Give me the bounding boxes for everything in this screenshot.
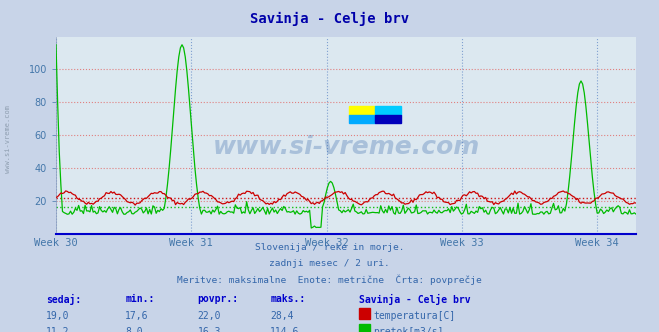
Text: 19,0: 19,0 <box>46 311 70 321</box>
Text: 22,0: 22,0 <box>198 311 221 321</box>
Text: www.si-vreme.com: www.si-vreme.com <box>212 135 480 159</box>
Text: 11,2: 11,2 <box>46 327 70 332</box>
Text: 8,0: 8,0 <box>125 327 143 332</box>
Text: Meritve: maksimalne  Enote: metrične  Črta: povprečje: Meritve: maksimalne Enote: metrične Črta… <box>177 275 482 286</box>
Text: zadnji mesec / 2 uri.: zadnji mesec / 2 uri. <box>269 259 390 268</box>
Bar <box>349 115 375 124</box>
Text: pretok[m3/s]: pretok[m3/s] <box>373 327 444 332</box>
Text: Savinja - Celje brv: Savinja - Celje brv <box>359 294 471 305</box>
Text: www.si-vreme.com: www.si-vreme.com <box>5 106 11 173</box>
Text: 17,6: 17,6 <box>125 311 149 321</box>
Text: temperatura[C]: temperatura[C] <box>373 311 455 321</box>
Text: povpr.:: povpr.: <box>198 294 239 304</box>
Text: 28,4: 28,4 <box>270 311 294 321</box>
Bar <box>349 106 375 115</box>
Bar <box>375 115 401 124</box>
Bar <box>375 106 401 115</box>
Text: Slovenija / reke in morje.: Slovenija / reke in morje. <box>255 243 404 252</box>
Text: Savinja - Celje brv: Savinja - Celje brv <box>250 12 409 26</box>
Text: min.:: min.: <box>125 294 155 304</box>
Text: 16,3: 16,3 <box>198 327 221 332</box>
Text: maks.:: maks.: <box>270 294 305 304</box>
Text: 114,6: 114,6 <box>270 327 300 332</box>
Text: sedaj:: sedaj: <box>46 294 81 305</box>
